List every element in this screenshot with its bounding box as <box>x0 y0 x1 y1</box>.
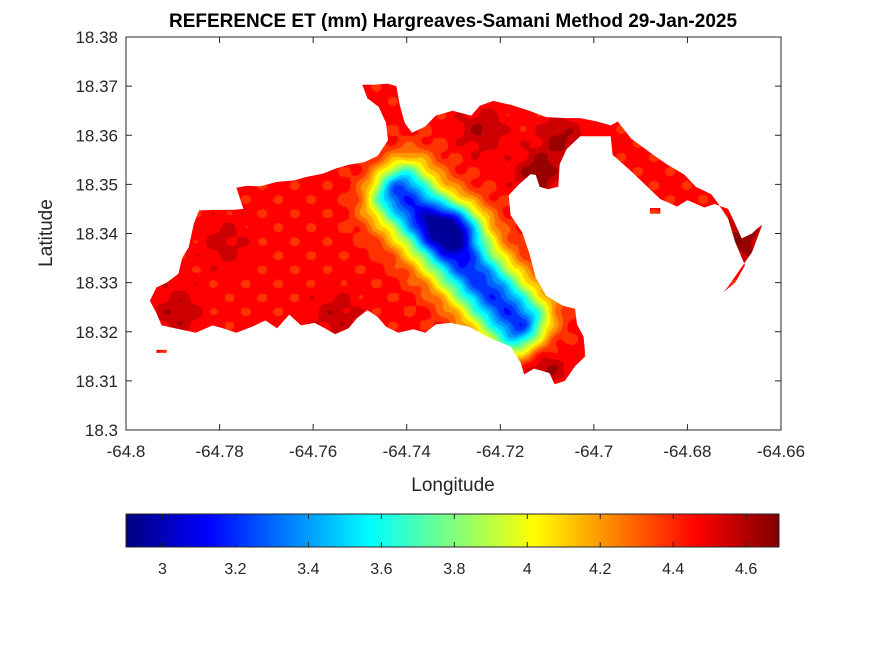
x-tick-label: -64.76 <box>289 442 337 461</box>
x-tick-label: -64.7 <box>574 442 613 461</box>
chart-title: REFERENCE ET (mm) Hargreaves-Samani Meth… <box>169 11 737 32</box>
colorbar-tick-label: 4.6 <box>735 561 757 578</box>
colorbar-tick-label: 4 <box>523 561 532 578</box>
x-tick-label: -64.66 <box>757 442 805 461</box>
y-tick-label: 18.37 <box>75 77 118 96</box>
x-axis-label: Longitude <box>411 475 494 496</box>
y-tick-label: 18.38 <box>75 28 118 47</box>
y-tick-label: 18.35 <box>75 175 118 194</box>
y-tick-label: 18.36 <box>75 126 118 145</box>
y-axis-label: Latitude <box>36 199 57 267</box>
y-tick-label: 18.32 <box>75 323 118 342</box>
colorbar-ticks: 3 3.2 3.4 3.6 3.8 4 4.2 4.4 4.6 <box>158 514 757 578</box>
y-tick-label: 18.31 <box>75 372 118 391</box>
colorbar-tick-label: 3.2 <box>224 561 246 578</box>
y-tick-label: 18.33 <box>75 274 118 293</box>
y-tick-label: 18.3 <box>85 421 118 440</box>
colorbar-tick-label: 3.8 <box>443 561 465 578</box>
colorbar: 3 3.2 3.4 3.6 3.8 4 4.2 4.4 4.6 <box>125 513 780 578</box>
colorbar-gradient <box>125 513 780 548</box>
y-axis: 18.3 18.31 18.32 18.33 18.34 18.35 18.36 18.37 1… <box>75 28 781 440</box>
colorbar-tick-label: 3.6 <box>370 561 392 578</box>
x-tick-label: -64.74 <box>383 442 431 461</box>
colorbar-tick-label: 3.4 <box>297 561 319 578</box>
x-tick-label: -64.68 <box>663 442 711 461</box>
colorbar-tick-label: 3 <box>158 561 167 578</box>
y-tick-label: 18.34 <box>75 225 118 244</box>
x-axis: -64.8 -64.78 -64.76 -64.74 -64.72 -64.7 -64.68… <box>107 37 805 461</box>
x-tick-label: -64.8 <box>107 442 146 461</box>
colorbar-tick-label: 4.4 <box>662 561 684 578</box>
colorbar-tick-label: 4.2 <box>589 561 611 578</box>
x-tick-label: -64.78 <box>195 442 243 461</box>
x-tick-label: -64.72 <box>476 442 524 461</box>
